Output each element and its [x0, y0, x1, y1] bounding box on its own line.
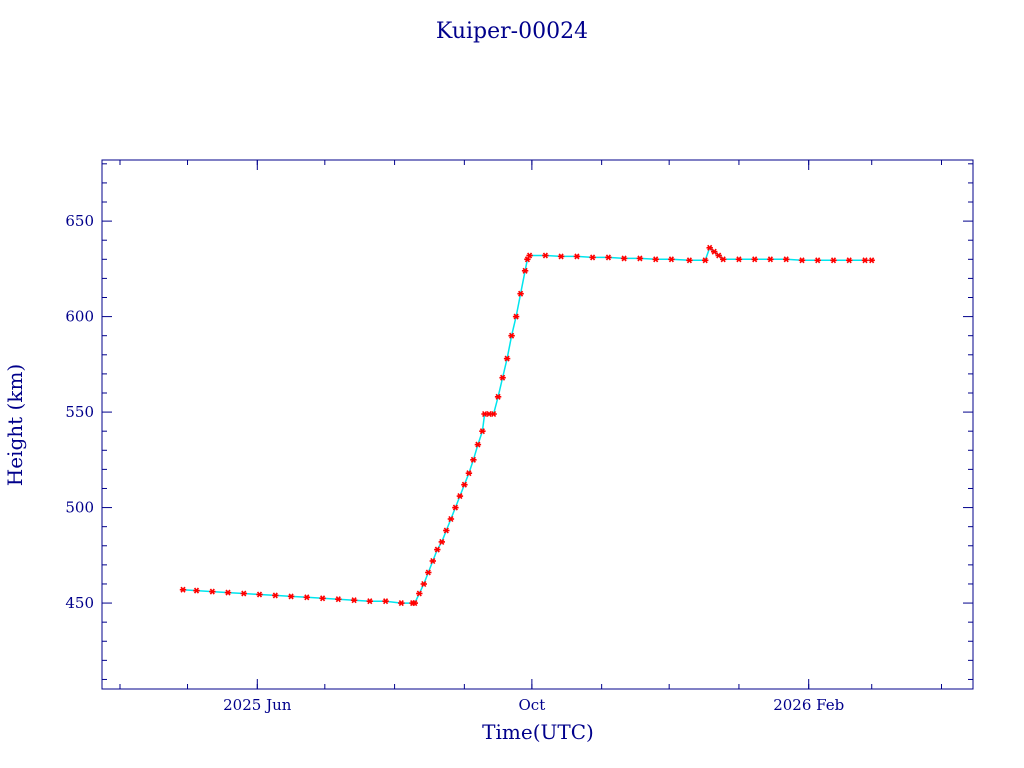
data-point: [411, 600, 418, 607]
data-point: [636, 255, 644, 262]
data-point: [382, 598, 389, 605]
x-minor-ticks: [119, 160, 942, 689]
data-point: [702, 257, 709, 264]
data-point: [521, 267, 529, 274]
x-axis: 2025 Jun Oct 2026 Feb: [223, 160, 844, 714]
data-point: [868, 257, 875, 264]
series-connector: [182, 246, 872, 604]
data-point: [335, 596, 342, 603]
x-axis-label: Time(UTC): [482, 720, 594, 744]
data-point: [461, 481, 468, 488]
data-point: [652, 256, 659, 263]
data-point: [814, 257, 821, 264]
data-point: [494, 393, 502, 400]
data-point: [425, 569, 432, 576]
data-point: [179, 586, 187, 593]
data-point: [443, 527, 450, 534]
series-line: [182, 246, 872, 604]
x-tick-label: 2025 Jun: [223, 696, 292, 714]
data-point: [256, 591, 263, 598]
data-point: [209, 588, 216, 595]
data-point: [517, 290, 524, 297]
y-tick-label: 650: [65, 212, 94, 230]
plot-frame: [101, 159, 974, 690]
data-point: [686, 257, 693, 264]
data-point: [398, 600, 405, 607]
data-point: [240, 590, 248, 597]
data-point: [668, 256, 675, 263]
data-point: [861, 257, 869, 264]
data-point: [846, 257, 853, 264]
y-tick-label: 550: [65, 403, 94, 421]
y-tick-label: 500: [65, 499, 94, 517]
x-tick-label: 2026 Feb: [773, 696, 844, 714]
data-point: [508, 332, 515, 339]
data-point: [798, 257, 806, 264]
data-point: [429, 557, 436, 565]
chart-title: Kuiper-00024: [436, 19, 588, 44]
data-point: [735, 256, 743, 263]
data-point: [366, 598, 373, 605]
x-tick-label: Oct: [519, 696, 546, 714]
data-point: [434, 546, 441, 553]
data-point: [470, 456, 477, 463]
data-point: [303, 594, 310, 601]
data-point: [830, 257, 837, 264]
data-point: [620, 255, 628, 262]
data-point: [420, 580, 427, 588]
data-point: [573, 253, 581, 260]
data-point: [319, 595, 326, 602]
data-point: [503, 355, 511, 362]
data-point: [720, 256, 727, 263]
data-point: [479, 428, 486, 435]
y-axis: 450 500 550 600 650: [65, 212, 973, 612]
y-axis-label: Height (km): [3, 364, 27, 486]
data-point: [589, 254, 596, 261]
data-point: [490, 410, 497, 418]
data-point: [706, 244, 713, 251]
data-point: [465, 470, 473, 477]
y-tick-label: 600: [65, 308, 94, 326]
y-tick-label: 450: [65, 594, 94, 612]
data-point: [557, 253, 565, 260]
data-point: [350, 597, 358, 604]
data-point: [456, 493, 464, 500]
data-point: [542, 252, 549, 259]
data-point: [605, 254, 612, 261]
data-point: [499, 374, 506, 381]
data-point: [416, 590, 423, 597]
data-point: [438, 538, 445, 545]
data-point: [452, 504, 459, 511]
series-points: [179, 244, 875, 607]
data-point: [272, 592, 279, 599]
data-point: [767, 256, 774, 263]
data-point: [711, 248, 718, 255]
data-point: [287, 593, 295, 600]
y-minor-ticks: [102, 163, 973, 680]
data-point: [751, 256, 758, 263]
data-point: [193, 587, 200, 594]
data-point: [447, 515, 455, 523]
data-point: [224, 589, 232, 596]
data-point: [783, 256, 790, 263]
data-point: [715, 252, 722, 259]
data-point: [474, 441, 482, 448]
data-point: [526, 252, 533, 259]
data-point: [512, 313, 520, 320]
